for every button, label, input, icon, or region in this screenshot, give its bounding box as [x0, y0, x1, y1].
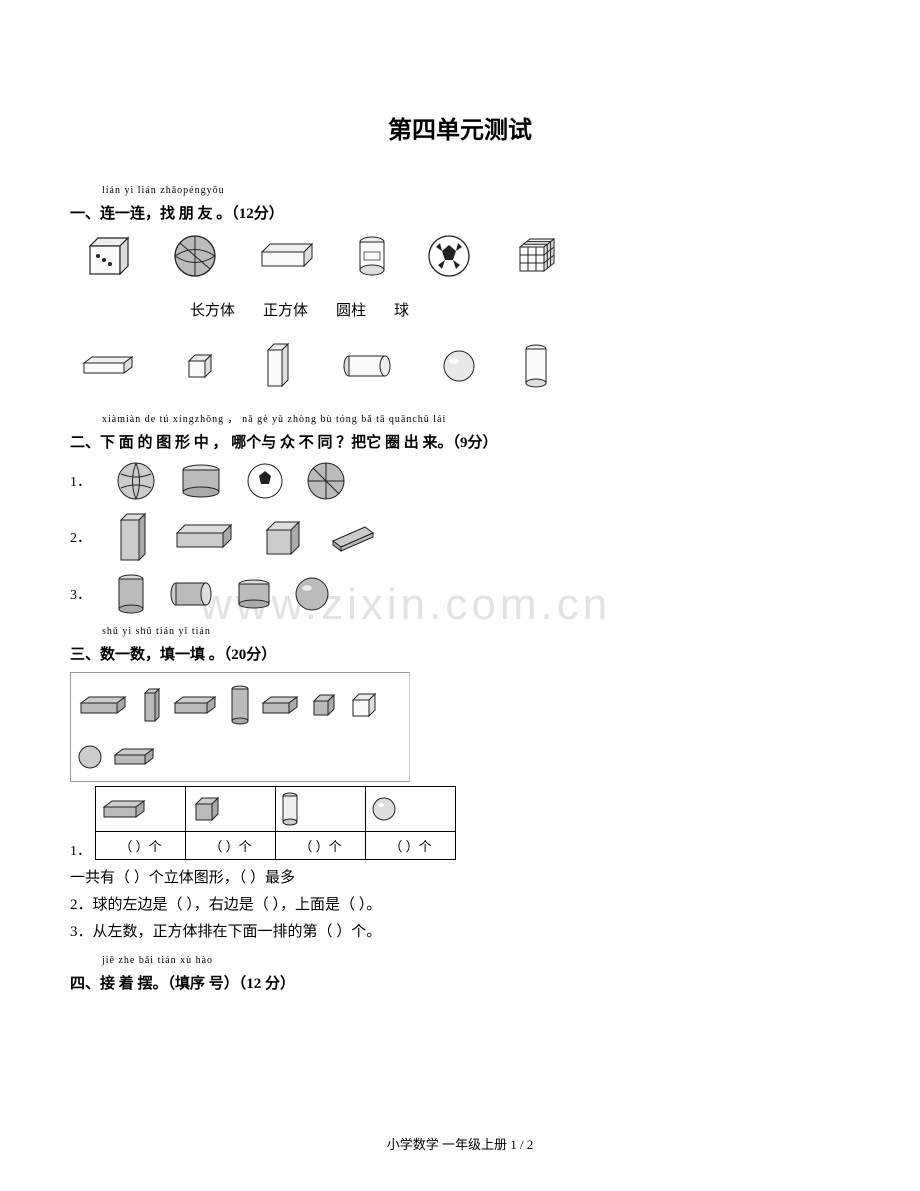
cuboid-slant-icon [325, 519, 379, 555]
section2-item3: 3． [70, 572, 850, 616]
cylinder-a-icon [115, 572, 147, 616]
basketball-icon [172, 233, 218, 279]
table-cell: （ ）个 [276, 832, 366, 860]
section3-shapes-box [70, 672, 410, 782]
section2-item1: 1． [70, 460, 850, 502]
cuboid-flat-icon [80, 353, 138, 379]
sphere-icon [440, 347, 478, 385]
section3-line2: 2．球的左边是（ ），右边是（ ），上面是（ ）。 [70, 893, 850, 914]
section3-line3: 3．从左数，正方体排在下面一排的第（ ）个。 [70, 920, 850, 941]
section2-item2: 2． [70, 508, 850, 566]
item-number: 2． [70, 527, 91, 547]
table-cell: （ ）个 [186, 832, 276, 860]
section4-heading: 四、接 着 摆。（填序 号）（12 分） [70, 972, 850, 993]
label-sphere: 球 [394, 299, 409, 320]
volleyball-icon [115, 460, 157, 502]
dice-box-icon [80, 232, 134, 280]
cube-icon [259, 514, 305, 560]
cube-small-icon [183, 349, 217, 383]
cuboid-vert-icon [115, 508, 151, 566]
label-cube: 正方体 [263, 299, 308, 320]
item-number: 3． [70, 584, 91, 604]
section3-line1: 一共有（ ）个立体图形，（ ）最多 [70, 866, 850, 887]
cylinder-b-icon [167, 579, 215, 609]
basketball-small-icon [305, 460, 347, 502]
cylinder-short-icon [177, 462, 225, 500]
page-title: 第四单元测试 [70, 110, 850, 145]
section1-pinyin: lián yì lián zhǎopéngyǒu [102, 185, 850, 196]
item-number: 1． [70, 471, 91, 491]
section2-heading: 二、下 面 的 图 形 中 ， 哪个与 众 不 同 ？把它 圈 出 来。（9分） [70, 431, 850, 452]
soccer-small-icon [245, 461, 285, 501]
section4-pinyin: jiē zhe bǎi tián xù hào [102, 955, 850, 966]
section3-table: （ ）个 （ ）个 （ ）个 （ ）个 [95, 786, 456, 860]
section1-heading: 一、连一连，找 朋 友 。（12分） [70, 202, 850, 223]
label-cylinder: 圆柱 [336, 299, 366, 320]
soccer-ball-icon [426, 233, 472, 279]
section3-heading: 三、数一数，填一填 。（20分） [70, 643, 850, 664]
shape-labels: 长方体 正方体 圆柱 球 [190, 299, 850, 320]
page-content: 第四单元测试 lián yì lián zhǎopéngyǒu 一、连一连，找 … [70, 110, 850, 993]
cuboid-tall-icon [262, 340, 294, 392]
cylinder-c-icon [235, 577, 273, 611]
cylinder-standing-icon [523, 342, 549, 390]
item-number: 1． [70, 840, 91, 860]
table-cell: （ ）个 [96, 832, 186, 860]
cuboid-horiz-icon [171, 521, 239, 553]
rubik-cube-icon [510, 231, 560, 281]
page-footer: 小学数学 一年级上册 1 / 2 [70, 1134, 850, 1153]
sphere-b-icon [293, 575, 331, 613]
section1-shapes-row [80, 340, 850, 392]
section2-pinyin: xiàmiàn de tú xíngzhōng ， nǎ gè yǔ zhòng… [102, 410, 850, 425]
cylinder-lying-icon [339, 352, 395, 380]
section3-pinyin: shǔ yì shǔ tián yī tián [102, 626, 850, 637]
eraser-box-icon [256, 240, 318, 272]
section1-objects-row [80, 231, 850, 281]
can-icon [356, 234, 388, 278]
table-cell: （ ）个 [366, 832, 456, 860]
label-cuboid: 长方体 [190, 299, 235, 320]
